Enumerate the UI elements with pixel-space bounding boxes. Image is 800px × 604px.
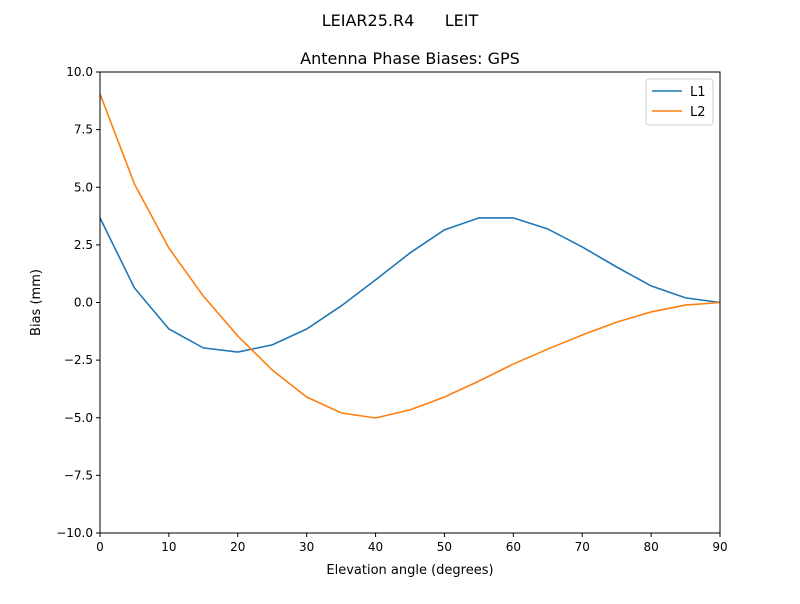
y-tick-label: 2.5	[74, 238, 93, 252]
y-tick-label: 10.0	[66, 65, 93, 79]
suptitle: LEIAR25.R4 LEIT	[322, 11, 479, 30]
y-tick-label: 0.0	[74, 296, 93, 310]
y-tick-label: −5.0	[64, 411, 93, 425]
y-tick-label: −2.5	[64, 353, 93, 367]
x-tick-label: 60	[506, 540, 521, 554]
y-tick-label: −10.0	[56, 526, 93, 540]
y-axis-label: Bias (mm)	[29, 269, 44, 336]
x-tick-label: 30	[299, 540, 314, 554]
series-line-l1	[99, 217, 721, 353]
x-tick-label: 40	[368, 540, 383, 554]
y-tick-label: 5.0	[74, 180, 93, 194]
x-tick-label: 10	[161, 540, 176, 554]
x-tick-label: 80	[643, 540, 658, 554]
axes-frame	[99, 71, 721, 534]
y-tick-label: 7.5	[74, 123, 93, 137]
y-tick-label: −7.5	[64, 468, 93, 482]
plot-area	[99, 93, 721, 419]
legend-label-l2: L2	[690, 105, 706, 120]
series-line-l2	[99, 93, 721, 419]
x-axis-label: Elevation angle (degrees)	[326, 563, 493, 578]
chart-title: Antenna Phase Biases: GPS	[300, 49, 520, 68]
legend-label-l1: L1	[690, 85, 706, 100]
x-tick-label: 0	[96, 540, 104, 554]
x-tick-label: 20	[230, 540, 245, 554]
x-tick-label: 90	[712, 540, 727, 554]
x-tick-label: 70	[575, 540, 590, 554]
x-tick-label: 50	[437, 540, 452, 554]
